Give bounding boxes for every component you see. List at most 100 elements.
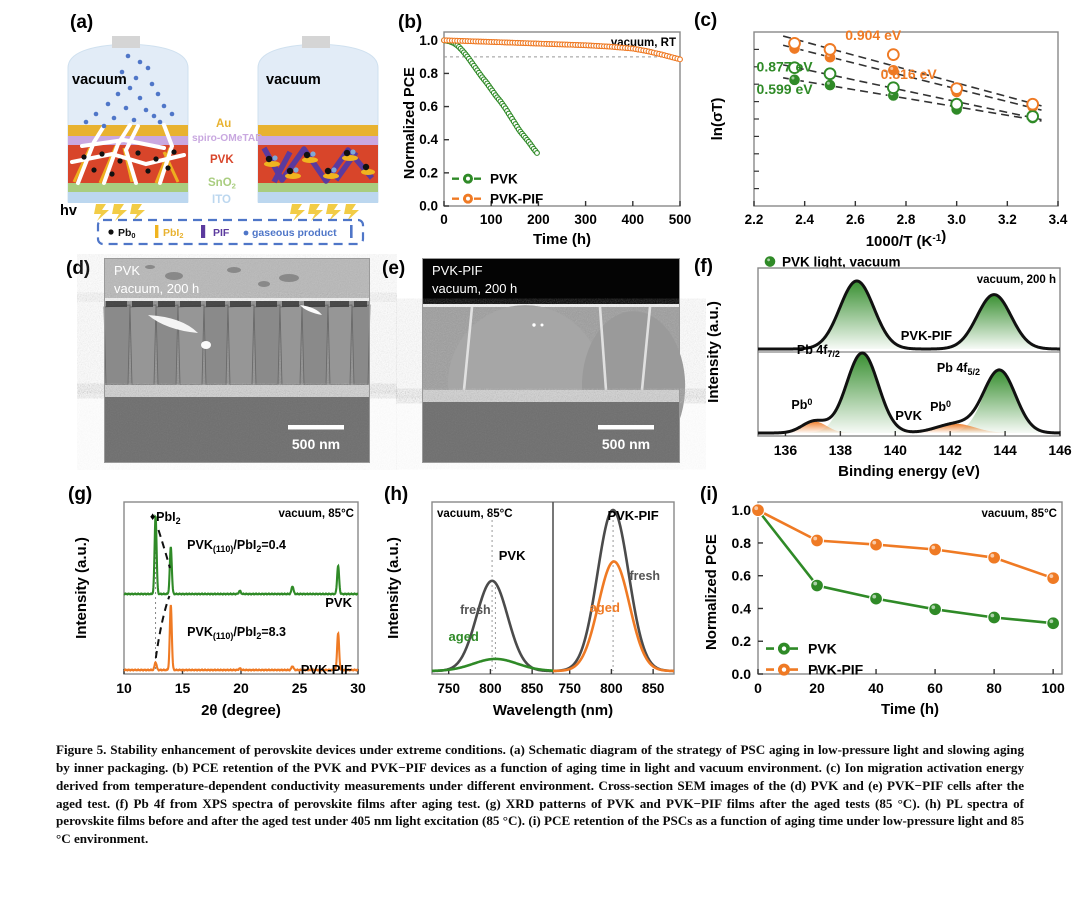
marker-highlight (872, 594, 877, 599)
legend-marker-core (781, 646, 787, 651)
x-tick-label: 80 (986, 680, 1002, 696)
x-tick-label: 2.2 (745, 212, 764, 227)
x-tick-label: 850 (642, 681, 665, 696)
marker-highlight (791, 76, 795, 80)
figure-caption: Figure 5. Stability enhancement of perov… (56, 742, 1024, 847)
panel-i-label: (i) (700, 484, 718, 505)
legend-label-PVK: PVK (808, 641, 837, 657)
x-axis-title: 1000/T (K-1) (866, 228, 947, 250)
marker-highlight (931, 545, 936, 550)
scale-bar (598, 425, 654, 430)
light-bolts (94, 204, 359, 221)
sem-void (132, 301, 153, 307)
panel-f-annotation: vacuum, 200 h (977, 274, 1056, 286)
data-point (987, 550, 1002, 565)
series-line-PVK-PIF (757, 509, 1054, 580)
panel-a-svg: vacuum (60, 36, 379, 246)
xrd-trace-pvk-pif (123, 604, 359, 672)
panel-i-axes (757, 501, 1063, 675)
y-tick-label: 0.8 (419, 66, 438, 81)
x-tick-label: 850 (521, 681, 544, 696)
legend-marker-core (781, 667, 787, 672)
x-tick-label: 400 (622, 212, 645, 227)
sem-void (256, 301, 277, 307)
x-tick-label: 25 (292, 680, 308, 696)
sem-speck (279, 274, 299, 282)
data-point-open (886, 48, 900, 61)
panel-g-svg: 10 15 20 25 30 Intensity (a.u.) 2θ (degree) vac… (73, 501, 366, 719)
x-tick-label: 750 (558, 681, 581, 696)
x-tick-label: 20 (233, 680, 249, 696)
legend-dot-pb0-icon (108, 229, 114, 235)
x-tick-label: 60 (927, 680, 943, 696)
layer-spiro-right (258, 136, 378, 145)
data-point-open (1026, 97, 1040, 111)
x-tick-label: 3.0 (947, 212, 966, 227)
y-tick-label: 0.0 (419, 199, 438, 214)
x-tick-label: 800 (479, 681, 502, 696)
y-axis-title: ln(σT) (709, 98, 726, 141)
sem-void (354, 301, 367, 307)
legend-label-pif: PIF (213, 227, 230, 239)
data-point-open (788, 61, 801, 75)
legend-label-PVK-PIF: PVK-PIF (808, 662, 864, 678)
sem-flake (148, 315, 198, 333)
sem-interface (422, 304, 680, 307)
x-tick-label: 2.8 (897, 212, 916, 227)
data-point (869, 591, 884, 606)
layer-ito-left (68, 192, 188, 203)
curve-label-aged-right: aged (590, 600, 620, 615)
legend-label-pb0: Pb0 (118, 227, 136, 240)
data-point (928, 542, 943, 557)
legend-marker-highlight (767, 258, 770, 262)
marker-highlight (990, 613, 995, 618)
panel-h-annotation: vacuum, 85°C (437, 508, 513, 520)
marker-highlight (826, 81, 830, 85)
scale-bar-label-e: 500 nm (602, 436, 650, 452)
x-tick-label: 0 (440, 212, 448, 227)
sem-condition-e: vacuum, 200 h (432, 281, 517, 296)
sem-void (330, 301, 349, 307)
y-tick-label: 0.0 (732, 666, 752, 682)
shift-guide-top (157, 529, 171, 569)
annotation-0599: 0.599 eV (757, 81, 814, 97)
legend-marker-core (466, 196, 470, 201)
pl-curve-PVK-PIF-aged (552, 560, 674, 673)
x-tick-label: 142 (939, 442, 963, 458)
sem-void (180, 301, 201, 307)
x-axis-title: Time (h) (533, 231, 591, 248)
legend-bar-pif-icon (201, 225, 206, 238)
legend-label-PVK: PVK (490, 172, 518, 187)
gas-dots-left (83, 53, 175, 129)
panel-g-chart: 10 15 20 25 30 Intensity (a.u.) 2θ (degree) vac… (62, 488, 372, 728)
sem-flake (201, 341, 211, 349)
sem-void (106, 301, 127, 307)
x-tick-label: 500 (669, 212, 692, 227)
sem-border (104, 258, 370, 463)
sem-interface (104, 298, 370, 301)
sem-void (304, 301, 325, 307)
panel-e-label: (e) (382, 258, 406, 279)
legend-label-pbi2: PbI2 (163, 227, 183, 240)
xps-envelope-PVK-PIF (757, 279, 1061, 351)
sem-grain (279, 304, 303, 386)
y-axis-title: Intensity (a.u.) (385, 537, 402, 639)
scale-bar-label-d: 500 nm (292, 436, 340, 452)
sem-title-e: PVK-PIF (432, 263, 483, 278)
data-point-open (823, 43, 837, 56)
sem-grain (177, 304, 205, 386)
vacuum-label-right: vacuum (266, 72, 321, 88)
x-tick-label: 10 (116, 680, 132, 696)
panel-b-chart: 0 100 200 300 400 500 0.0 0.2 0.4 0.6 0.8 1.0 Normal… (398, 18, 691, 250)
trapped-species-right (264, 149, 375, 179)
panel-a-label: (a) (70, 12, 94, 33)
peak-label-pb0-a: Pb0 (791, 397, 812, 412)
marker-highlight (813, 581, 818, 586)
legend-label-gas: gaseous product (252, 227, 337, 239)
panel-b-svg: 0 100 200 300 400 500 0.0 0.2 0.4 0.6 0.8 1.0 Normal… (402, 31, 691, 248)
marker-highlight (754, 506, 759, 511)
hv-label: hv (60, 203, 77, 219)
data-point-open (823, 67, 837, 81)
subplot-title-pvk: PVK (499, 548, 526, 563)
sem-border (422, 258, 680, 463)
